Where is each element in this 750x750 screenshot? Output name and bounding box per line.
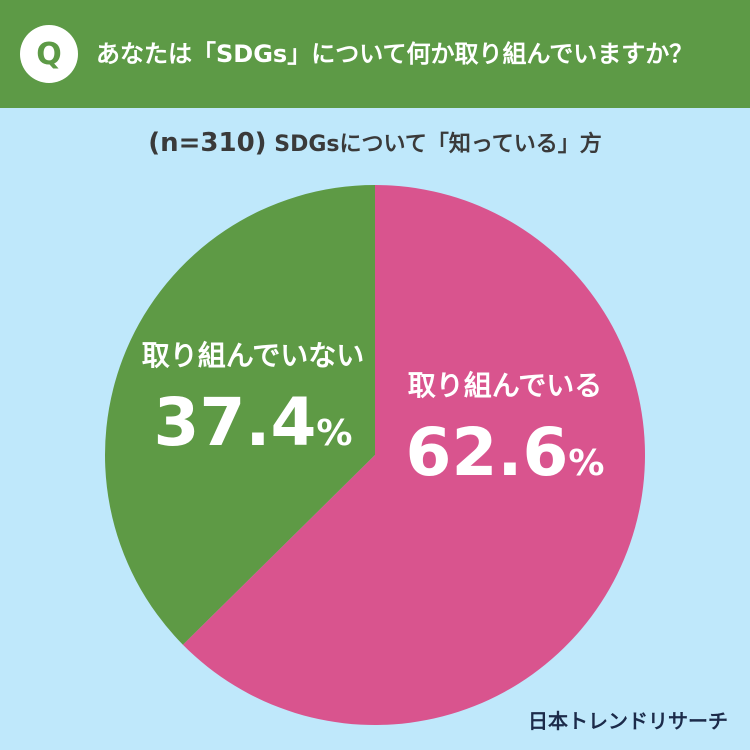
subtitle-text: SDGsについて「知っている」方 [274, 132, 602, 157]
chart-subtitle: (n=310) SDGsについて「知っている」方 [0, 126, 750, 158]
question-text: あなたは「SDGs」について何か取り組んでいますか？ [96, 40, 694, 68]
brand-logo: 日本トレンドリサーチ [528, 709, 728, 733]
slice-value-0: 62.6% [406, 414, 605, 491]
pie-slice-1 [104, 185, 376, 645]
sample-size: (n=310) [148, 128, 267, 158]
slice-label-0: 取り組んでいる [408, 369, 603, 402]
q-badge-icon: Q [20, 25, 78, 83]
question-header: Q あなたは「SDGs」について何か取り組んでいますか？ [0, 0, 750, 108]
pie-slice-0 [182, 185, 645, 725]
slice-label-1: 取り組んでいない [142, 339, 365, 372]
slice-value-1: 37.4% [154, 384, 353, 461]
